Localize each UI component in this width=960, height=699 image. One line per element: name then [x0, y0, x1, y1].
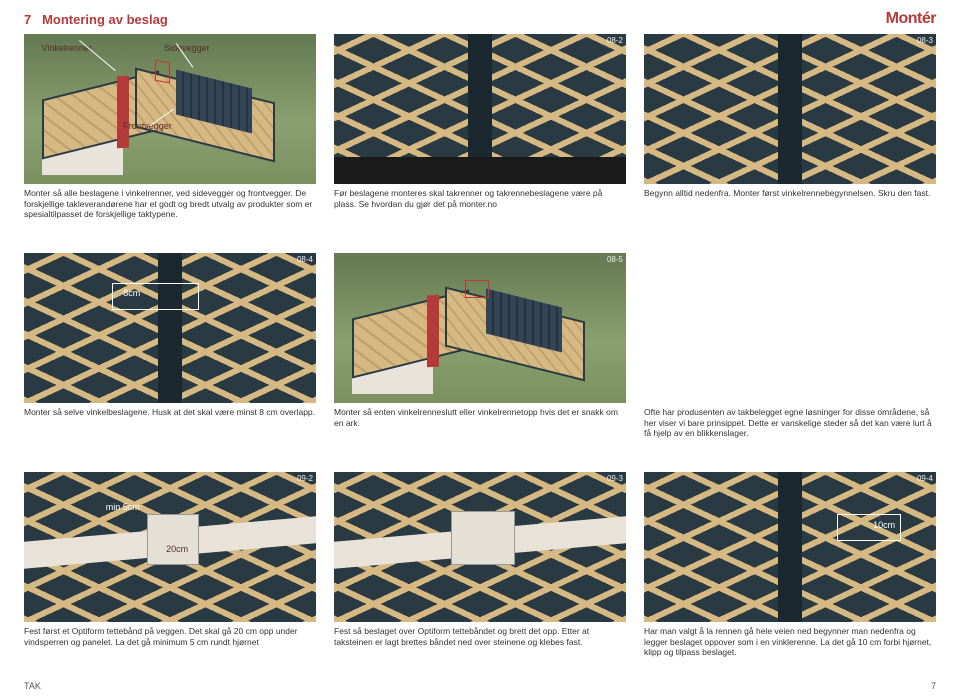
step-cell: 09-3 Fest så beslaget over Optiform tett… [334, 472, 626, 677]
page: 7 Montering av beslag Montér Vinkelrenne… [0, 0, 960, 699]
annotation-10cm: 10cm [873, 520, 895, 530]
step-caption: Fest først et Optiform tettebånd på vegg… [24, 626, 316, 647]
step-cell: Ofte har produsenten av takbelegget egne… [644, 253, 936, 458]
step-cell: 08-2 Før beslagene monteres skal takrenn… [334, 34, 626, 239]
page-footer: TAK 7 [24, 681, 936, 691]
step-caption: Monter så enten vinkelrenneslutt eller v… [334, 407, 626, 428]
step-caption: Før beslagene monteres skal takrenner og… [334, 188, 626, 209]
step-image: 8cm 08-4 [24, 253, 316, 403]
step-image: 10cm 09-4 [644, 472, 936, 622]
page-header: 7 Montering av beslag Montér [24, 10, 936, 28]
brand-logo: Montér [886, 10, 936, 28]
step-cell: min 5cm 20cm 09-2 Fest først et Optiform… [24, 472, 316, 677]
annotation-8cm: 8cm [123, 288, 140, 298]
footer-left: TAK [24, 681, 41, 691]
step-caption: Ofte har produsenten av takbelegget egne… [644, 407, 936, 439]
step-image: 09-3 [334, 472, 626, 622]
step-caption: Har man valgt å la rennen gå hele veien … [644, 626, 936, 658]
image-tag: 09-3 [607, 474, 623, 483]
image-tag: 08-5 [607, 255, 623, 264]
section-number: 7 [24, 12, 31, 27]
image-tag: 08-3 [917, 36, 933, 45]
section-title: Montering av beslag [42, 12, 168, 27]
step-caption: Begynn alltid nedenfra. Monter først vin… [644, 188, 936, 199]
step-image: min 5cm 20cm 09-2 [24, 472, 316, 622]
step-cell: 08-5 Monter så enten vinkelrenneslutt el… [334, 253, 626, 458]
content-grid: Vinkelrenner Sidevegger Frontvegger Mont… [24, 34, 936, 677]
annotation-20cm: 20cm [164, 544, 190, 554]
step-caption: Monter så selve vinkelbeslagene. Husk at… [24, 407, 316, 418]
annotation-frontvegger: Frontvegger [123, 121, 172, 131]
image-tag: 09-4 [917, 474, 933, 483]
section-heading: 7 Montering av beslag [24, 12, 168, 27]
step-caption: Monter så alle beslagene i vinkelrenner,… [24, 188, 316, 220]
step-image: 08-3 [644, 34, 936, 184]
step-cell: 08-3 Begynn alltid nedenfra. Monter førs… [644, 34, 936, 239]
step-cell: Vinkelrenner Sidevegger Frontvegger Mont… [24, 34, 316, 239]
step-caption: Fest så beslaget over Optiform tettebånd… [334, 626, 626, 647]
step-image: 08-2 [334, 34, 626, 184]
image-tag: 08-4 [297, 255, 313, 264]
image-tag: 08-2 [607, 36, 623, 45]
footer-right: 7 [931, 681, 936, 691]
step-cell: 8cm 08-4 Monter så selve vinkelbeslagene… [24, 253, 316, 458]
annotation-min5cm: min 5cm [106, 502, 140, 512]
step-cell: 10cm 09-4 Har man valgt å la rennen gå h… [644, 472, 936, 677]
step-image: 08-5 [334, 253, 626, 403]
step-image: Vinkelrenner Sidevegger Frontvegger [24, 34, 316, 184]
image-tag: 09-2 [297, 474, 313, 483]
annotation-sidevegger: Sidevegger [164, 43, 210, 53]
step-image-blank [644, 253, 936, 403]
